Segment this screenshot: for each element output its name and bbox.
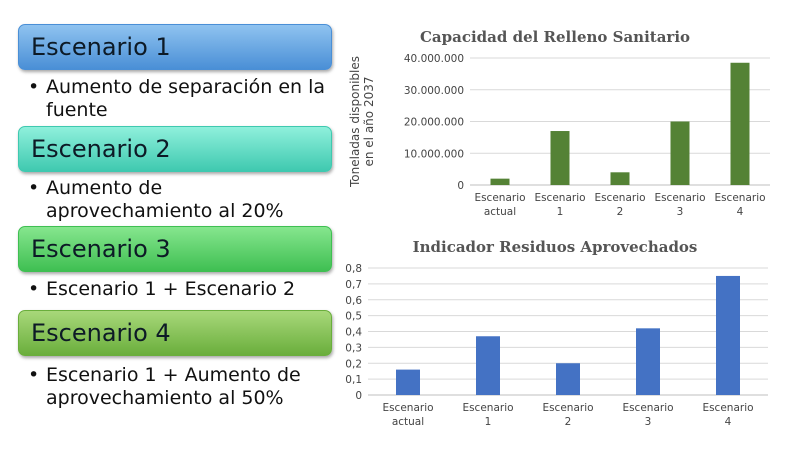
scenario-1-box: Escenario 1 [18, 24, 332, 70]
x-tick-label: actual [484, 206, 516, 218]
scenario-1-title: Escenario 1 [31, 33, 171, 61]
y-tick-label: 20.000.000 [404, 117, 464, 129]
x-tick-label: actual [392, 416, 424, 428]
x-tick-label: Escenario [714, 192, 765, 204]
bar [396, 369, 420, 395]
x-tick-label: Escenario [542, 402, 593, 414]
bar [490, 178, 510, 185]
x-tick-label: Escenario [474, 192, 525, 204]
x-tick-label: Escenario [382, 402, 433, 414]
bar [670, 121, 690, 185]
bar [636, 328, 660, 395]
scenario-4-box: Escenario 4 [18, 310, 332, 356]
x-tick-label: Escenario [622, 402, 673, 414]
x-tick-label: 4 [737, 206, 744, 218]
scenario-4-desc: • Escenario 1 + Aumento de aprovechamient… [28, 364, 301, 409]
y-tick-label: 0,1 [345, 374, 362, 386]
scenario-2-title: Escenario 2 [31, 135, 171, 163]
scenario-3-desc: • Escenario 1 + Escenario 2 [28, 278, 296, 300]
x-tick-label: Escenario [654, 192, 705, 204]
x-tick-label: Escenario [702, 402, 753, 414]
y-tick-label: 0,4 [345, 327, 362, 339]
scenario-1-desc: • Aumento de separación en la fuente [28, 76, 326, 121]
x-tick-label: Escenario [594, 192, 645, 204]
y-tick-label: 0,2 [345, 358, 362, 370]
scenario-4-title: Escenario 4 [31, 319, 171, 347]
y-tick-label: 0,3 [345, 342, 362, 354]
bar [476, 336, 500, 395]
scenario-2-box: Escenario 2 [18, 126, 332, 172]
scenario-2-desc: • Aumento de aprovechamiento al 20% [28, 177, 284, 222]
scenario-3-title: Escenario 3 [31, 235, 171, 263]
y-tick-label: 40.000.000 [404, 53, 464, 65]
chart-1-title: Capacidad del Relleno Sanitario [419, 28, 691, 46]
bar [550, 131, 570, 185]
bar [716, 275, 740, 395]
y-tick-label: 0 [457, 180, 464, 192]
x-tick-label: Escenario [534, 192, 585, 204]
y-tick-label: 0,6 [345, 295, 362, 307]
scenario-panel: Escenario 1 • Aumento de separación en la… [0, 0, 340, 468]
bar [610, 172, 630, 185]
bar [556, 363, 580, 395]
bar [730, 62, 750, 186]
y-tick-label: 0,8 [345, 263, 362, 275]
y-tick-label: 0,7 [345, 279, 362, 291]
y-axis-label: en el año 2037 [362, 77, 376, 167]
x-tick-label: Escenario [462, 402, 513, 414]
landfill-capacity-chart: 0 10.000.000 20.000.000 30.000.000 40.000.00… [348, 53, 770, 218]
y-tick-label: 10.000.000 [404, 148, 464, 160]
y-tick-label: 0,5 [345, 311, 362, 323]
x-tick-label: 4 [725, 416, 732, 428]
y-tick-label: 30.000.000 [404, 85, 464, 97]
x-tick-label: 3 [677, 206, 684, 218]
y-tick-label: 0 [355, 390, 362, 402]
recovered-waste-chart: 0 0,1 0,2 0,3 0,4 0,5 0,6 0,7 0,8 Escenario actual… [345, 263, 768, 428]
x-tick-label: 1 [485, 416, 492, 428]
x-tick-label: 2 [565, 416, 572, 428]
chart-2-title: Indicador Residuos Aprovechados [412, 238, 698, 256]
scenario-3-box: Escenario 3 [18, 226, 332, 272]
x-tick-label: 3 [645, 416, 652, 428]
x-tick-label: 2 [617, 206, 624, 218]
y-axis-label: Toneladas disponibles [348, 56, 362, 188]
x-tick-label: 1 [557, 206, 564, 218]
